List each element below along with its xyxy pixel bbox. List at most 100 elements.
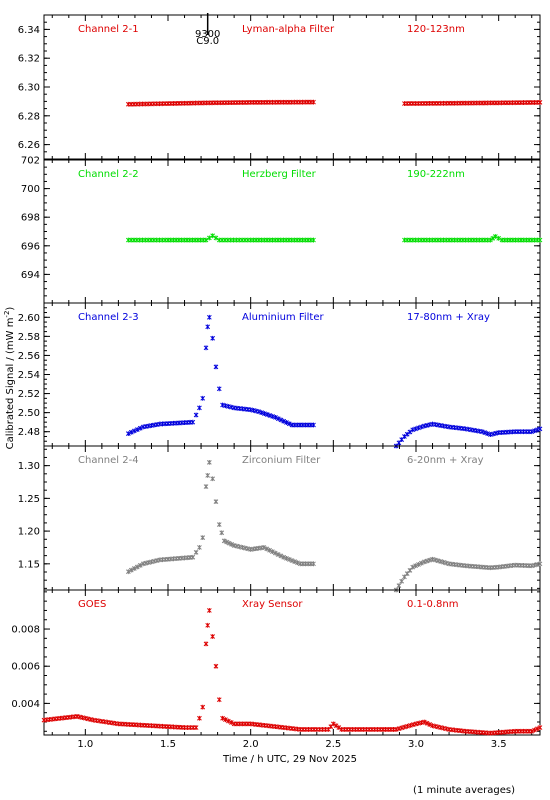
data-point bbox=[205, 473, 211, 478]
data-point bbox=[267, 413, 273, 418]
data-point bbox=[493, 234, 498, 239]
data-point bbox=[529, 728, 535, 734]
series-1 bbox=[41, 608, 543, 736]
data-point bbox=[137, 425, 143, 431]
data-point bbox=[336, 725, 342, 730]
data-point bbox=[210, 634, 215, 639]
data-point bbox=[197, 405, 202, 411]
data-point bbox=[273, 415, 278, 420]
data-point bbox=[131, 566, 137, 571]
data-point bbox=[278, 553, 284, 559]
data-point bbox=[275, 552, 281, 557]
data-point bbox=[281, 554, 287, 560]
y-tick-label: 0.008 bbox=[11, 625, 40, 636]
data-point bbox=[534, 427, 540, 433]
band-label: 6-20nm + Xray bbox=[407, 455, 484, 466]
data-point bbox=[264, 546, 270, 552]
series-1 bbox=[125, 459, 316, 575]
y-tick-label: 6.30 bbox=[18, 83, 40, 94]
data-point bbox=[224, 539, 230, 545]
data-point bbox=[219, 530, 225, 536]
data-point bbox=[424, 720, 430, 726]
channel-label: Channel 2-4 bbox=[78, 455, 139, 466]
panel-frame bbox=[43, 14, 541, 160]
data-point bbox=[404, 431, 410, 437]
x-tick-label: 1.0 bbox=[77, 739, 93, 750]
y-tick-label: 2.56 bbox=[18, 351, 40, 362]
panel-5: 1.0 1.5 2.0 2.5 3.0 3.5 0.004 0.006 0.008 GOES Xra… bbox=[11, 589, 543, 750]
data-point bbox=[286, 421, 292, 427]
x-tick-label: 3.5 bbox=[491, 739, 507, 750]
data-point bbox=[216, 522, 222, 527]
data-point bbox=[413, 426, 418, 432]
data-point bbox=[419, 560, 424, 566]
data-point bbox=[206, 459, 212, 465]
filter-label: Lyman-alpha Filter bbox=[242, 24, 335, 35]
band-label: 120-123nm bbox=[407, 24, 465, 35]
y-tick-label: 1.15 bbox=[18, 559, 40, 570]
data-point bbox=[134, 564, 140, 570]
y-tick-label: 2.48 bbox=[18, 427, 40, 438]
data-point bbox=[421, 719, 427, 725]
y-tick-label: 6.28 bbox=[18, 111, 40, 122]
data-point bbox=[134, 427, 140, 433]
data-point bbox=[216, 386, 222, 392]
x-tick-label: 2.0 bbox=[243, 739, 259, 750]
data-point bbox=[213, 364, 219, 370]
y-axis-label-superscript: -2 bbox=[3, 311, 11, 318]
data-point bbox=[259, 410, 265, 416]
filter-label: Aluminium Filter bbox=[242, 312, 325, 323]
data-point bbox=[532, 428, 537, 434]
data-point bbox=[407, 429, 413, 435]
data-point bbox=[223, 717, 228, 723]
y-axis-label-main: Calibrated Signal / (mW m bbox=[5, 318, 16, 450]
y-tick-label: 696 bbox=[21, 241, 40, 252]
y-tick-label: 2.54 bbox=[18, 370, 40, 381]
data-point bbox=[213, 499, 219, 505]
data-point bbox=[311, 237, 316, 243]
data-point bbox=[311, 422, 316, 428]
data-point bbox=[125, 569, 131, 575]
y-tick-label: 2.52 bbox=[18, 389, 40, 400]
data-point bbox=[272, 550, 278, 556]
data-point bbox=[228, 720, 234, 725]
data-point bbox=[413, 563, 418, 569]
flare-id-label: 9300 bbox=[195, 29, 220, 40]
data-point bbox=[532, 727, 537, 733]
panel-3: 2.48 2.50 2.52 2.54 2.56 2.58 2.60 Channel 2-3 A… bbox=[18, 302, 543, 449]
filter-label: Herzberg Filter bbox=[242, 169, 317, 180]
y-tick-label: 2.60 bbox=[18, 313, 40, 324]
data-point bbox=[479, 429, 485, 435]
data-point bbox=[206, 608, 212, 613]
y-tick-label: 2.50 bbox=[18, 408, 40, 419]
data-point bbox=[128, 567, 134, 573]
data-point bbox=[270, 549, 275, 555]
data-point bbox=[399, 578, 405, 584]
data-point bbox=[529, 429, 535, 435]
data-point bbox=[197, 715, 202, 721]
data-point bbox=[416, 425, 421, 431]
channel-label: Channel 2-1 bbox=[78, 24, 139, 35]
data-point bbox=[193, 412, 199, 418]
band-label: 190-222nm bbox=[407, 169, 465, 180]
data-point bbox=[137, 562, 143, 568]
data-point bbox=[490, 235, 496, 241]
data-point bbox=[220, 715, 225, 721]
data-point bbox=[333, 723, 339, 729]
data-point bbox=[190, 419, 196, 425]
data-point bbox=[537, 725, 543, 730]
data-point bbox=[284, 555, 289, 561]
panel-frame bbox=[43, 159, 541, 304]
data-point bbox=[534, 726, 540, 732]
y-tick-label: 6.34 bbox=[18, 25, 40, 36]
series-1 bbox=[125, 99, 316, 107]
data-point bbox=[203, 641, 209, 647]
data-point bbox=[419, 424, 424, 430]
averaging-footnote: (1 minute averages) bbox=[413, 785, 515, 796]
y-tick-label: 6.32 bbox=[18, 54, 40, 65]
series-2 bbox=[402, 234, 543, 243]
data-point bbox=[210, 476, 215, 482]
x-tick-label: 2.5 bbox=[325, 739, 341, 750]
data-point bbox=[410, 564, 416, 570]
